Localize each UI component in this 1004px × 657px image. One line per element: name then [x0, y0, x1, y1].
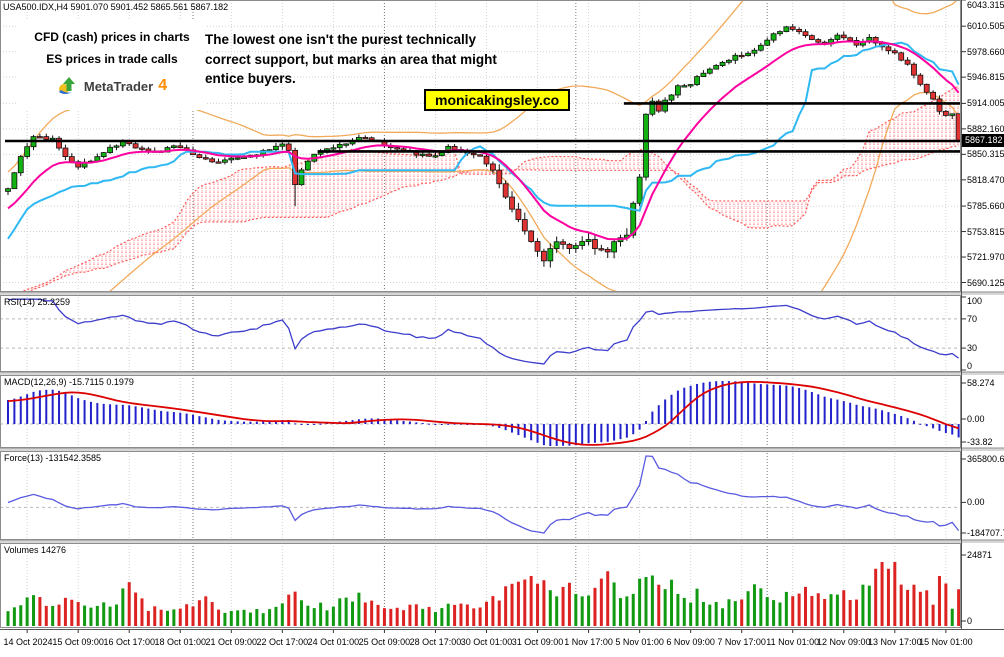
metatrader-brand: MetaTrader 4 [18, 76, 206, 96]
price-axis-label: 5785.660 [967, 201, 1004, 212]
time-axis-label: 11 Nov 01:00 [766, 637, 820, 647]
time-axis-label: 6 Nov 09:00 [666, 637, 715, 647]
brand-name: MetaTrader [83, 78, 154, 94]
metatrader-logo-icon [58, 77, 75, 94]
volumes-panel-label: Volumes 14276 [4, 545, 67, 555]
force-axis-label: -184707.78 [967, 528, 1004, 538]
info-line-2: ES prices in trade calls [46, 52, 178, 66]
price-axis-label: 5914.005 [967, 98, 1004, 109]
volumes-axis-label: 0 [967, 616, 973, 626]
chart-annotation-text: The lowest one isn't the purest technica… [205, 32, 497, 87]
time-axis-label: 21 Oct 09:00 [205, 637, 258, 647]
volumes-axis-label: 24871 [967, 550, 993, 560]
price-axis-label: 5818.470 [967, 174, 1004, 185]
rsi-axis-label: 0 [967, 361, 973, 371]
price-axis-label: 5978.660 [967, 46, 1004, 57]
macd-axis-label: 58.274 [967, 378, 995, 388]
price-axis-label: 5850.315 [967, 149, 1004, 160]
time-axis-label: 24 Oct 01:00 [307, 637, 360, 647]
force-axis-label: 0.00 [967, 497, 985, 508]
price-axis-label: 5882.160 [967, 123, 1004, 134]
time-axis-label: 13 Nov 17:00 [868, 637, 922, 647]
time-axis-label: 31 Oct 09:00 [511, 637, 564, 647]
price-axis-label: 5753.815 [967, 226, 1004, 237]
time-axis-label: 15 Oct 09:00 [52, 637, 104, 647]
brand-number: 4 [158, 77, 168, 94]
time-axis-label: 14 Oct 2024 [3, 637, 53, 647]
macd-panel-label: MACD(12,26,9) -15.7115 0.1979 [4, 377, 134, 387]
chart-title-ohlc: USA500.IDX,H4 5901.070 5901.452 5865.561… [3, 2, 229, 12]
force-panel-label: Force(13) -131542.3585 [4, 453, 102, 463]
time-axis-label: 7 Nov 17:00 [717, 637, 766, 647]
force-axis-label: 365800.693 [967, 454, 1004, 464]
time-axis-label: 5 Nov 01:00 [615, 637, 664, 647]
info-line-1: CFD (cash) prices in charts [34, 30, 190, 44]
time-axis-label: 1 Nov 17:00 [564, 637, 613, 647]
macd-axis-label: -33.82 [967, 437, 993, 447]
macd-axis-label: 0.00 [967, 414, 985, 424]
rsi-axis-label: 100 [967, 296, 983, 306]
time-axis-label: 18 Oct 01:00 [154, 637, 207, 647]
price-axis-label: 5721.970 [967, 252, 1004, 263]
time-axis-label: 16 Oct 17:00 [103, 637, 155, 647]
time-axis-label: 25 Oct 09:00 [358, 637, 411, 647]
time-axis-label: 12 Nov 09:00 [816, 637, 871, 647]
price-axis-label: 5946.815 [967, 72, 1004, 83]
rsi-axis-label: 70 [967, 313, 978, 324]
price-axis-label: 6010.505 [967, 21, 1004, 32]
time-axis-label: 28 Oct 17:00 [409, 637, 462, 647]
time-axis-label: 22 Oct 17:00 [256, 637, 309, 647]
rsi-panel-label: RSI(14) 25.2259 [4, 297, 71, 307]
time-axis-label: 15 Nov 01:00 [919, 637, 973, 647]
rsi-axis-label: 30 [967, 343, 978, 354]
info-box: CFD (cash) prices in charts ES prices in… [18, 20, 206, 110]
current-price-tag: 5867.182 [962, 134, 1004, 147]
time-axis-label: 30 Oct 01:00 [460, 637, 513, 647]
price-axis-label: 6043.315 [967, 0, 1004, 10]
watermark-label: monicakingsley.co [424, 89, 571, 111]
price-axis-label: 5690.125 [967, 277, 1004, 288]
